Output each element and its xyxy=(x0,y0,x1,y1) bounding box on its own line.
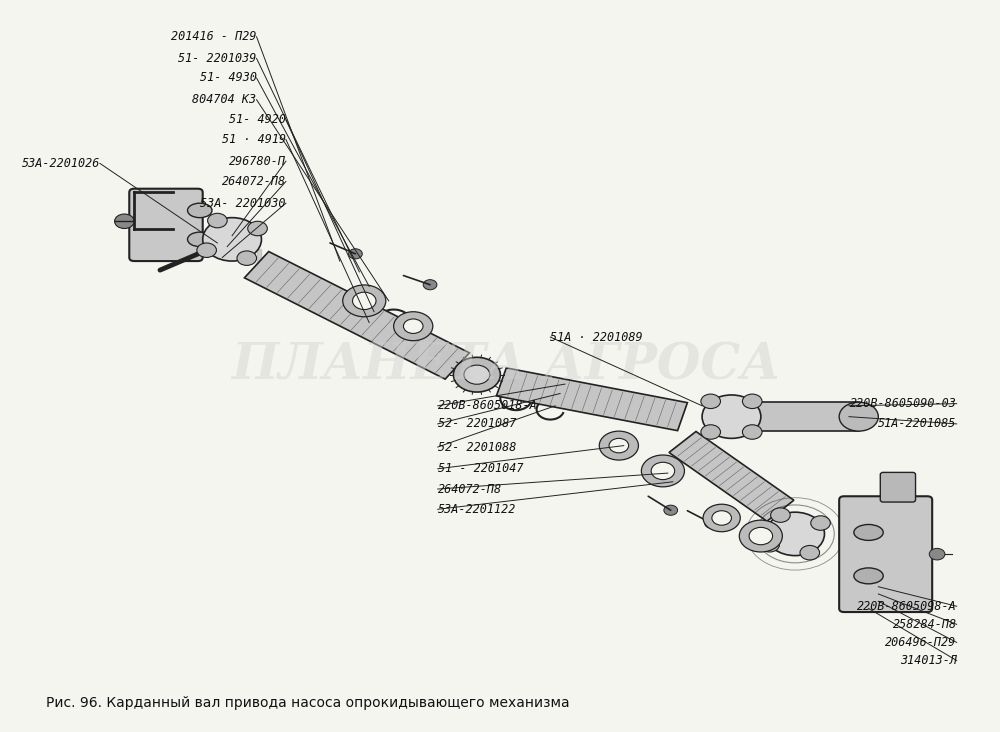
Text: 53А-2201026: 53А-2201026 xyxy=(22,157,100,170)
FancyBboxPatch shape xyxy=(880,472,916,502)
Circle shape xyxy=(701,425,720,439)
Text: 206496-П29: 206496-П29 xyxy=(885,636,957,649)
Circle shape xyxy=(453,357,500,392)
Text: 53А-2201122: 53А-2201122 xyxy=(438,503,516,516)
Text: 51А · 2201089: 51А · 2201089 xyxy=(550,331,643,343)
Text: Рис. 96. Карданный вал привода насоса опрокидывающего механизма: Рис. 96. Карданный вал привода насоса оп… xyxy=(46,695,570,710)
Text: 52- 2201087: 52- 2201087 xyxy=(438,417,516,430)
Circle shape xyxy=(760,537,779,552)
Polygon shape xyxy=(756,402,859,431)
Circle shape xyxy=(464,365,490,384)
Text: 314013-Л: 314013-Л xyxy=(900,654,957,667)
Circle shape xyxy=(701,394,720,408)
Circle shape xyxy=(237,251,257,266)
Polygon shape xyxy=(244,252,469,379)
Circle shape xyxy=(702,395,761,438)
Circle shape xyxy=(353,292,376,310)
Text: 51А-2201085: 51А-2201085 xyxy=(878,417,957,430)
Text: 220В-8605098-А: 220В-8605098-А xyxy=(857,600,957,613)
Circle shape xyxy=(394,312,433,340)
Circle shape xyxy=(609,438,629,453)
Text: 51 · 4919: 51 · 4919 xyxy=(222,133,286,146)
Ellipse shape xyxy=(854,525,883,540)
Text: 51- 2201039: 51- 2201039 xyxy=(178,52,257,65)
Circle shape xyxy=(800,545,820,560)
Circle shape xyxy=(712,511,731,525)
Text: 51 - 2201047: 51 - 2201047 xyxy=(438,463,523,475)
Circle shape xyxy=(641,455,684,487)
Circle shape xyxy=(115,214,134,228)
Circle shape xyxy=(739,520,782,552)
Text: ПЛАНЕТА АГРОСА: ПЛАНЕТА АГРОСА xyxy=(231,342,781,390)
Circle shape xyxy=(703,504,740,531)
Circle shape xyxy=(766,512,824,556)
Circle shape xyxy=(749,527,773,545)
Circle shape xyxy=(343,285,386,317)
Circle shape xyxy=(929,548,945,560)
Text: 264072-П8: 264072-П8 xyxy=(438,482,502,496)
Text: 201416 - П29: 201416 - П29 xyxy=(171,30,257,43)
Text: 52- 2201088: 52- 2201088 xyxy=(438,441,516,454)
Circle shape xyxy=(705,518,718,529)
Circle shape xyxy=(811,516,830,530)
Polygon shape xyxy=(496,368,687,430)
Circle shape xyxy=(742,425,762,439)
Circle shape xyxy=(664,505,678,515)
Circle shape xyxy=(403,319,423,334)
Ellipse shape xyxy=(854,568,883,584)
Circle shape xyxy=(423,280,437,290)
Circle shape xyxy=(197,243,216,258)
Text: 220В-8605090-03: 220В-8605090-03 xyxy=(850,397,957,410)
Circle shape xyxy=(839,402,878,431)
Ellipse shape xyxy=(188,203,212,217)
Circle shape xyxy=(651,462,675,479)
Circle shape xyxy=(742,394,762,408)
Circle shape xyxy=(771,508,790,523)
Text: 264072-П8: 264072-П8 xyxy=(222,175,286,188)
Text: 220В-8605018-А: 220В-8605018-А xyxy=(438,399,537,412)
Text: 51- 4920: 51- 4920 xyxy=(229,113,286,127)
Circle shape xyxy=(203,217,261,261)
Text: 258284-П8: 258284-П8 xyxy=(893,618,957,631)
Text: 51- 4930: 51- 4930 xyxy=(200,72,257,84)
FancyBboxPatch shape xyxy=(129,189,203,261)
Circle shape xyxy=(208,213,227,228)
Circle shape xyxy=(599,431,638,460)
Text: 804704 К3: 804704 К3 xyxy=(192,93,257,106)
Circle shape xyxy=(248,221,267,236)
FancyBboxPatch shape xyxy=(839,496,932,612)
Ellipse shape xyxy=(188,232,212,247)
Text: 53А- 2201030: 53А- 2201030 xyxy=(200,197,286,209)
Text: 296780-П: 296780-П xyxy=(229,154,286,168)
Polygon shape xyxy=(669,431,794,521)
Circle shape xyxy=(349,249,362,259)
